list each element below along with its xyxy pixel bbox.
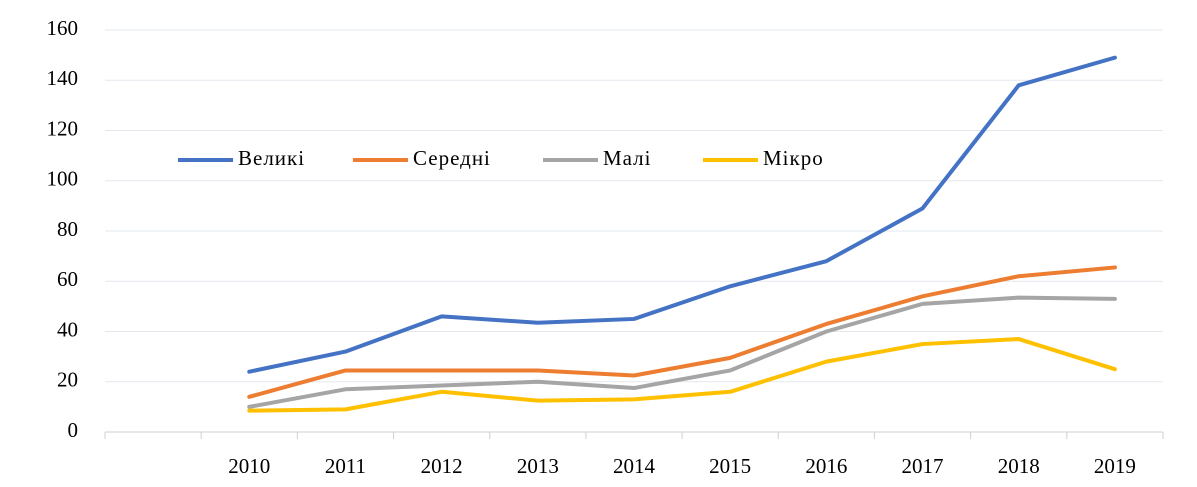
- y-tick-label: 0: [68, 418, 79, 442]
- y-tick-label: 100: [47, 167, 79, 191]
- x-tick-label: 2011: [325, 454, 366, 478]
- series-line: [247, 295, 1117, 409]
- x-tick-label: 2014: [613, 454, 656, 478]
- x-tick-label: 2018: [998, 454, 1040, 478]
- x-tick-label: 2013: [517, 454, 559, 478]
- legend-label: Великі: [238, 146, 305, 170]
- legend-label: Середні: [413, 146, 491, 170]
- x-tick-label: 2010: [228, 454, 270, 478]
- y-tick-label: 120: [47, 116, 79, 140]
- legend-label: Малі: [603, 146, 652, 170]
- series-line: [247, 337, 1117, 413]
- y-tick-label: 80: [57, 217, 78, 241]
- legend-label: Мікро: [763, 146, 824, 170]
- y-tick-label: 60: [57, 267, 78, 291]
- y-tick-label: 40: [57, 317, 78, 341]
- x-tick-label: 2019: [1094, 454, 1136, 478]
- series-line: [247, 265, 1117, 399]
- x-tick-label: 2015: [709, 454, 751, 478]
- x-tick-label: 2012: [421, 454, 463, 478]
- series-line: [247, 55, 1117, 374]
- y-tick-label: 20: [57, 368, 78, 392]
- x-tick-label: 2017: [902, 454, 944, 478]
- y-tick-label: 160: [47, 16, 79, 40]
- y-tick-label: 140: [47, 66, 79, 90]
- x-tick-label: 2016: [805, 454, 847, 478]
